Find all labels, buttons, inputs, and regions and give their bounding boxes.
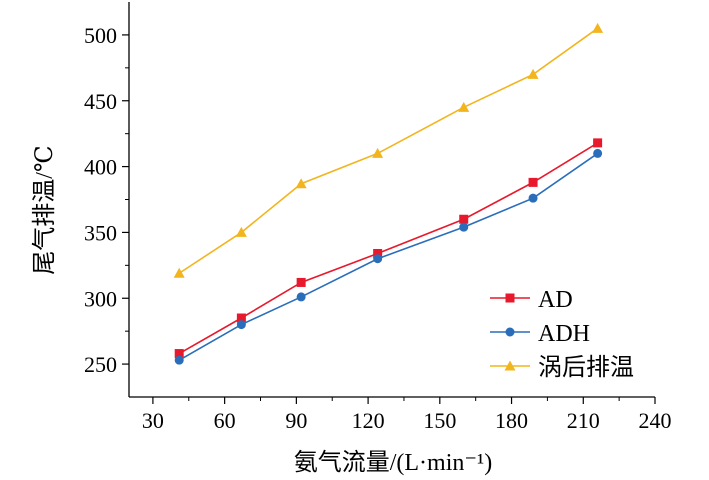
- data-point: [373, 248, 383, 258]
- data-point: [174, 355, 184, 365]
- data-point: [458, 101, 470, 112]
- data-point: [174, 349, 184, 359]
- y-tick-label: 300: [84, 286, 117, 311]
- x-tick-label: 180: [495, 408, 528, 433]
- data-point: [592, 22, 604, 33]
- x-axis-title: 氨气流量/(L·min⁻¹): [294, 449, 493, 476]
- legend-marker: [504, 360, 516, 371]
- series-layer: [173, 22, 604, 365]
- data-point: [373, 254, 383, 264]
- y-axis-title: 尾气排温/℃: [31, 145, 58, 275]
- y-tick-label: 450: [84, 89, 117, 114]
- legend-label: ADH: [538, 321, 590, 347]
- legend-marker: [505, 293, 515, 303]
- ticks: 30 60 90 120 150 180 210 240 250 300 350 400 450 500: [84, 23, 672, 433]
- series-3: [173, 22, 604, 278]
- legend-marker: [505, 327, 515, 337]
- y-tick-label: 250: [84, 352, 117, 377]
- legend-label: AD: [538, 287, 573, 313]
- data-point: [173, 267, 185, 278]
- legend-item: ADH: [490, 321, 590, 347]
- data-point: [296, 277, 306, 287]
- x-tick-label: 90: [285, 408, 307, 433]
- y-tick-label: 500: [84, 23, 117, 48]
- x-tick-label: 60: [214, 408, 236, 433]
- data-point: [459, 222, 469, 232]
- data-point: [235, 226, 247, 237]
- data-point: [527, 68, 539, 79]
- data-point: [593, 138, 603, 148]
- data-point: [528, 193, 538, 203]
- data-point: [236, 320, 246, 330]
- data-point: [459, 214, 469, 224]
- data-point: [593, 148, 603, 158]
- y-tick-label: 400: [84, 155, 117, 180]
- x-tick-label: 240: [639, 408, 672, 433]
- legend-label: 涡后排温: [538, 354, 634, 381]
- x-tick-label: 120: [352, 408, 385, 433]
- series-2: [174, 148, 603, 365]
- data-point: [295, 178, 307, 189]
- series-1: [174, 138, 603, 359]
- x-tick-label: 150: [423, 408, 456, 433]
- legend: AD ADH 涡后排温: [490, 287, 634, 381]
- x-tick-label: 210: [567, 408, 600, 433]
- data-point: [372, 147, 384, 158]
- x-tick-label: 30: [142, 408, 164, 433]
- data-point: [236, 313, 246, 323]
- legend-item: 涡后排温: [490, 354, 634, 381]
- data-point: [528, 177, 538, 187]
- legend-item: AD: [490, 287, 573, 313]
- y-tick-label: 350: [84, 220, 117, 245]
- data-point: [296, 292, 306, 302]
